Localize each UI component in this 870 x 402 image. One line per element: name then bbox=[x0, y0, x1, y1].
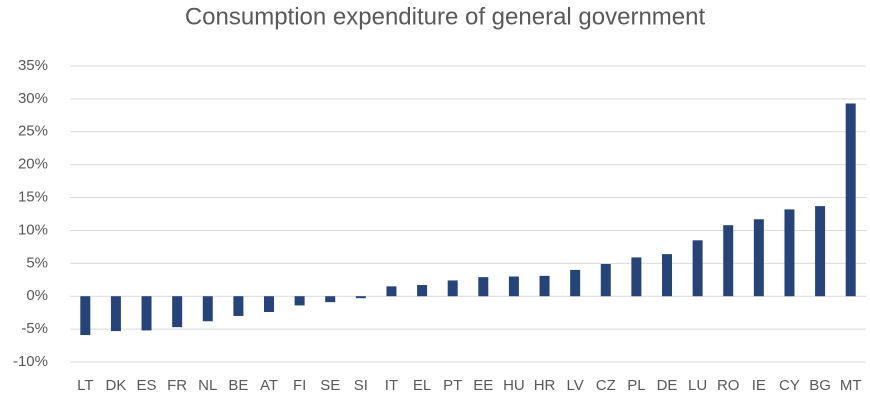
x-tick-label: DE bbox=[657, 377, 678, 394]
x-tick-label: FR bbox=[167, 377, 187, 394]
bar bbox=[294, 296, 305, 306]
bar bbox=[172, 296, 183, 328]
bar bbox=[570, 269, 581, 297]
y-tick-label: 10% bbox=[18, 221, 48, 238]
y-tick-label: -10% bbox=[13, 353, 48, 370]
bar bbox=[508, 276, 519, 297]
bar bbox=[80, 296, 91, 336]
x-tick-label: EE bbox=[473, 377, 493, 394]
y-tick-label: 25% bbox=[18, 123, 48, 140]
bar bbox=[478, 277, 489, 297]
x-tick-label: ES bbox=[137, 377, 157, 394]
y-tick-label: -5% bbox=[21, 320, 48, 337]
y-tick-label: 20% bbox=[18, 156, 48, 173]
bar bbox=[815, 206, 826, 297]
bar bbox=[141, 296, 152, 331]
bar bbox=[417, 285, 428, 297]
bar bbox=[539, 275, 550, 297]
x-tick-label: IE bbox=[752, 377, 766, 394]
y-tick-label: 0% bbox=[26, 287, 48, 304]
x-tick-label: EL bbox=[413, 377, 431, 394]
y-tick-label: 30% bbox=[18, 90, 48, 107]
chart-title: Consumption expenditure of general gover… bbox=[185, 3, 706, 30]
x-tick-label: BG bbox=[809, 377, 831, 394]
x-tick-label: DK bbox=[106, 377, 127, 394]
y-tick-label: 15% bbox=[18, 189, 48, 206]
x-tick-label: MT bbox=[840, 377, 862, 394]
bar bbox=[753, 219, 764, 297]
x-tick-label: NL bbox=[198, 377, 217, 394]
bar bbox=[784, 209, 795, 297]
x-tick-label: HU bbox=[503, 377, 525, 394]
x-tick-label: PT bbox=[443, 377, 462, 394]
bar bbox=[662, 254, 672, 297]
x-tick-label: SE bbox=[320, 377, 340, 394]
bar bbox=[600, 263, 611, 297]
bar bbox=[631, 257, 642, 297]
bar bbox=[723, 225, 734, 297]
bar bbox=[264, 296, 274, 313]
y-tick-label: 35% bbox=[18, 57, 48, 74]
x-tick-label: LV bbox=[567, 377, 584, 394]
bar bbox=[233, 296, 244, 316]
bar bbox=[110, 296, 121, 332]
x-tick-label: IT bbox=[385, 377, 398, 394]
x-tick-label: CZ bbox=[596, 377, 616, 394]
x-tick-label: BE bbox=[228, 377, 248, 394]
x-tick-label: FI bbox=[293, 377, 306, 394]
x-tick-label: LT bbox=[77, 377, 93, 394]
bar bbox=[386, 286, 397, 297]
x-tick-label: RO bbox=[717, 377, 740, 394]
x-tick-label: CY bbox=[779, 377, 800, 394]
x-tick-label: LU bbox=[688, 377, 707, 394]
bar bbox=[447, 280, 458, 297]
x-tick-label: AT bbox=[260, 377, 278, 394]
bar bbox=[325, 296, 336, 303]
bar bbox=[202, 296, 213, 322]
x-tick-label: SI bbox=[354, 377, 368, 394]
bar bbox=[355, 296, 366, 299]
y-tick-label: 5% bbox=[26, 254, 48, 271]
bar bbox=[692, 240, 703, 297]
bar bbox=[845, 103, 856, 297]
x-tick-label: PL bbox=[627, 377, 645, 394]
x-tick-label: HR bbox=[534, 377, 556, 394]
